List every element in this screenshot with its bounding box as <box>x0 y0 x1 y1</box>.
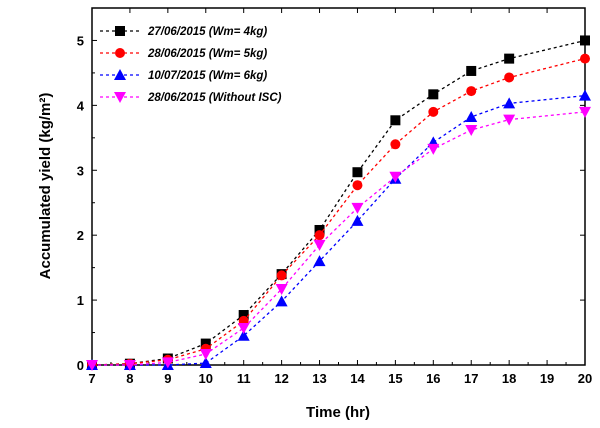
legend-entry: 27/06/2015 (Wm= 4kg) <box>100 26 267 38</box>
data-point <box>390 139 401 150</box>
data-point <box>465 111 478 123</box>
data-point <box>161 357 174 369</box>
x-tick-label: 19 <box>540 371 554 386</box>
x-tick-label: 12 <box>274 371 288 386</box>
legend: 27/06/2015 (Wm= 4kg) 28/06/2015 (Wm= 5kg)… <box>100 26 282 104</box>
x-tick-label: 7 <box>88 371 95 386</box>
data-point <box>504 72 515 83</box>
data-point <box>351 202 364 214</box>
data-point <box>580 35 590 46</box>
data-point <box>466 86 477 97</box>
data-point <box>351 214 364 226</box>
data-point <box>579 106 591 118</box>
data-point <box>389 171 402 183</box>
data-point <box>390 115 401 126</box>
legend-marker <box>115 26 125 36</box>
x-tick-label: 9 <box>164 371 171 386</box>
data-point <box>427 143 440 155</box>
x-tick-label: 15 <box>388 371 402 386</box>
data-point <box>503 97 516 109</box>
data-point <box>313 255 326 267</box>
legend-entry: 10/07/2015 (Wm= 6kg) <box>100 69 267 82</box>
legend-label: 28/06/2015 (Without ISC) <box>147 92 282 104</box>
data-point <box>199 348 212 360</box>
x-tick-label: 10 <box>199 371 213 386</box>
x-tick-label: 8 <box>126 371 133 386</box>
y-tick-label: 1 <box>77 293 84 308</box>
data-point <box>238 310 249 321</box>
data-point <box>503 114 516 126</box>
x-tick-label: 18 <box>502 371 516 386</box>
data-point <box>275 295 288 307</box>
y-tick-label: 4 <box>77 98 85 113</box>
data-point <box>200 338 211 349</box>
x-tick-label: 11 <box>237 371 251 386</box>
x-tick-label: 17 <box>464 371 478 386</box>
data-point <box>314 230 325 241</box>
data-point <box>275 284 288 296</box>
series-group <box>86 35 591 371</box>
x-tick-label: 14 <box>350 371 365 386</box>
legend-label: 10/07/2015 (Wm= 6kg) <box>148 70 267 82</box>
legend-entry: 28/06/2015 (Wm= 5kg) <box>100 48 267 60</box>
data-point <box>579 89 591 101</box>
x-tick-label: 16 <box>426 371 440 386</box>
data-point <box>313 239 326 251</box>
y-tick-label: 0 <box>77 358 84 373</box>
data-point <box>199 357 212 369</box>
data-point <box>352 167 363 178</box>
data-point <box>314 224 325 235</box>
data-point <box>352 180 363 191</box>
plot-frame <box>91 7 586 366</box>
legend-label: 28/06/2015 (Wm= 5kg) <box>147 48 267 60</box>
data-point <box>428 106 439 117</box>
data-point <box>86 360 98 371</box>
legend-label: 27/06/2015 (Wm= 4kg) <box>147 26 267 38</box>
data-point <box>466 65 477 76</box>
y-tick-label: 5 <box>77 33 84 48</box>
data-point <box>428 89 439 100</box>
data-point <box>276 270 287 281</box>
y-axis-label: Accumulated yield (kg/m²) <box>37 93 54 280</box>
data-point <box>237 329 250 341</box>
series-4 <box>86 106 591 371</box>
data-point <box>237 323 250 335</box>
legend-marker <box>114 92 126 103</box>
y-tick-label: 2 <box>77 228 84 243</box>
data-point <box>504 53 515 64</box>
legend-entry: 28/06/2015 (Without ISC) <box>100 92 282 104</box>
x-axis-label: Time (hr) <box>306 404 370 421</box>
y-tick-label: 3 <box>77 163 84 178</box>
data-point <box>465 125 478 137</box>
x-tick-label: 13 <box>312 371 326 386</box>
legend-marker <box>115 48 125 58</box>
legend-marker <box>114 69 126 80</box>
data-point <box>580 53 590 64</box>
data-point <box>123 360 136 371</box>
x-tick-label: 20 <box>578 371 592 386</box>
